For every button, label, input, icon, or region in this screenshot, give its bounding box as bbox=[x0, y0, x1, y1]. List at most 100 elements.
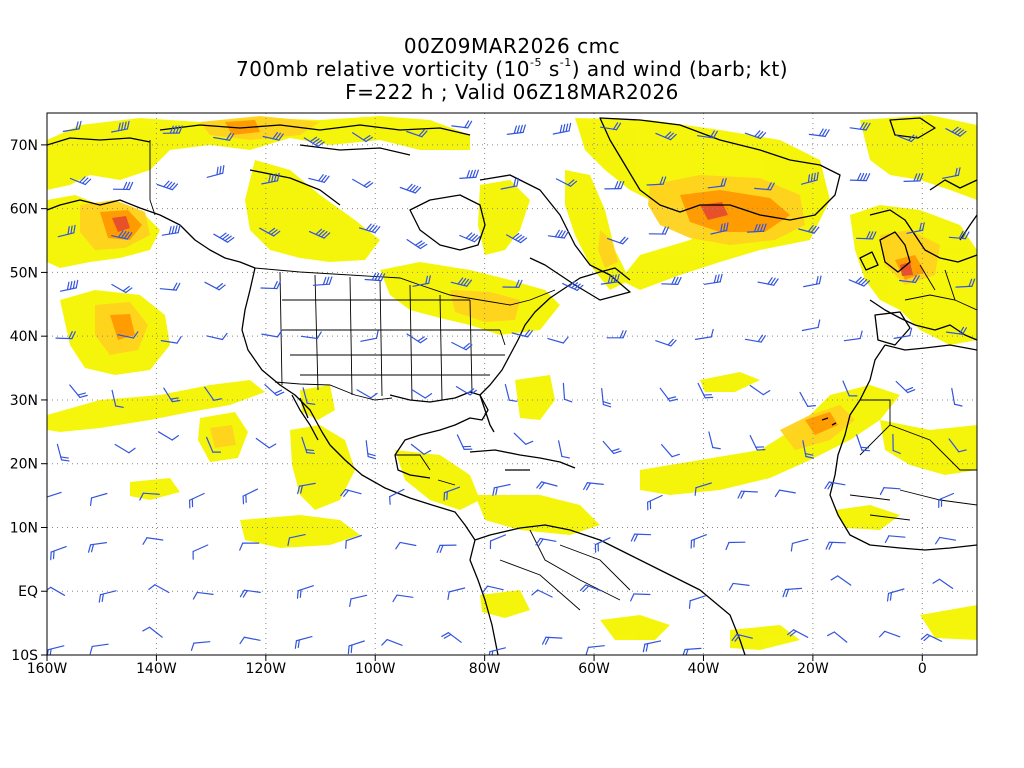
wind-barb bbox=[190, 641, 211, 651]
wind-barb bbox=[206, 165, 225, 178]
coast-mexico bbox=[329, 444, 476, 541]
wind-barb bbox=[849, 122, 871, 131]
wind-barb bbox=[160, 336, 182, 344]
wind-barb bbox=[878, 630, 901, 638]
wind-barb bbox=[359, 223, 381, 234]
wind-barb bbox=[264, 384, 285, 397]
wind-barb bbox=[938, 492, 955, 508]
wind-barb bbox=[192, 591, 214, 600]
wind-barb bbox=[513, 432, 534, 445]
wind-barb bbox=[260, 280, 281, 290]
wind-barb bbox=[800, 171, 819, 185]
wind-barb bbox=[436, 544, 457, 554]
wind-barb bbox=[898, 274, 920, 284]
wind-barb bbox=[459, 169, 479, 179]
vort-shade-epac-10n bbox=[240, 515, 360, 548]
vort-shade-pacific-15n bbox=[130, 478, 180, 500]
wind-barb bbox=[411, 388, 433, 399]
wind-barb bbox=[157, 431, 179, 441]
wind-barb bbox=[395, 541, 417, 550]
vort-shade-sa-south bbox=[730, 625, 800, 650]
wind-barb bbox=[708, 431, 721, 450]
vort-high-atl bbox=[805, 412, 838, 435]
lat-tick-label: EQ bbox=[18, 584, 38, 600]
wind-barb bbox=[827, 631, 848, 643]
wind-barb bbox=[648, 226, 670, 235]
wind-barb bbox=[255, 437, 277, 449]
border-europe bbox=[904, 264, 977, 311]
map-area bbox=[47, 113, 977, 655]
wind-barb bbox=[945, 126, 967, 137]
wind-barb bbox=[59, 279, 79, 292]
wind-barb bbox=[531, 589, 553, 598]
wind-barb bbox=[659, 387, 678, 402]
wind-barb bbox=[162, 125, 183, 134]
wind-barb bbox=[156, 180, 179, 191]
wind-barb bbox=[725, 541, 746, 551]
wind-barb bbox=[87, 541, 108, 553]
wind-barb bbox=[69, 176, 92, 186]
wind-barb bbox=[604, 180, 625, 190]
wind-barbs bbox=[47, 120, 976, 655]
lon-tick-label: 100W bbox=[355, 661, 396, 677]
vort-shade-caribbean bbox=[475, 495, 600, 535]
wind-barb bbox=[606, 330, 627, 339]
coast-iceland bbox=[889, 117, 936, 139]
wind-barb bbox=[56, 443, 70, 462]
lon-tick-label: 120W bbox=[246, 661, 287, 677]
border-alaska-canada bbox=[149, 140, 156, 216]
wind-barb bbox=[694, 482, 712, 496]
wind-barb bbox=[502, 279, 523, 288]
wind-barb bbox=[50, 545, 67, 561]
wind-barb bbox=[710, 222, 729, 235]
wind-barb bbox=[703, 273, 723, 285]
wind-barb bbox=[47, 586, 66, 596]
wind-barb bbox=[646, 494, 663, 511]
vorticity-shading-peak bbox=[112, 202, 913, 276]
coast-alaska bbox=[47, 199, 256, 269]
wind-barb bbox=[803, 275, 822, 288]
coast-florida bbox=[479, 394, 495, 433]
wind-barb bbox=[89, 643, 109, 655]
wind-barb bbox=[606, 236, 629, 245]
wind-barb bbox=[547, 336, 569, 344]
wind-barb bbox=[204, 281, 226, 291]
latitude-axis: 70N 60N 50N 40N 30N 20N 10N EQ 10S bbox=[10, 138, 47, 664]
lon-tick-label: 0 bbox=[918, 661, 927, 677]
wind-barb bbox=[749, 435, 766, 451]
wind-barb bbox=[583, 482, 604, 491]
wind-barb bbox=[842, 380, 858, 397]
wind-barb bbox=[694, 328, 714, 340]
coast-scandinavia bbox=[929, 179, 977, 241]
wind-barb bbox=[886, 588, 905, 602]
wind-barb bbox=[932, 578, 954, 590]
vort-shade-sahel bbox=[835, 505, 900, 530]
wind-barb bbox=[364, 272, 386, 282]
wind-barb bbox=[62, 120, 82, 132]
wind-barb bbox=[239, 589, 261, 598]
vort-shade-pacific-30n bbox=[47, 380, 265, 432]
vort-high-pac40 bbox=[110, 314, 135, 340]
border-us-mexico bbox=[274, 381, 393, 401]
wind-barb bbox=[204, 386, 222, 401]
wind-barb bbox=[488, 647, 506, 655]
wind-barb bbox=[728, 582, 750, 591]
wind-barb bbox=[696, 130, 718, 139]
wind-barb bbox=[213, 132, 235, 141]
wind-barb bbox=[895, 380, 916, 394]
wind-barb bbox=[301, 436, 316, 454]
lat-tick-label: 20N bbox=[10, 457, 38, 473]
title-run: 00Z09MAR2026 cmc bbox=[403, 34, 621, 58]
wind-barb bbox=[500, 177, 520, 190]
wind-barb bbox=[55, 331, 76, 340]
wind-barb bbox=[808, 128, 830, 137]
wind-barb bbox=[389, 488, 405, 505]
wind-barb bbox=[139, 492, 160, 501]
wind-barb bbox=[459, 232, 481, 243]
wind-barb bbox=[98, 590, 117, 603]
coast-alaska-north bbox=[47, 137, 151, 146]
wind-barb bbox=[294, 635, 313, 649]
wind-barb bbox=[451, 341, 473, 351]
coast-europe bbox=[859, 209, 977, 341]
